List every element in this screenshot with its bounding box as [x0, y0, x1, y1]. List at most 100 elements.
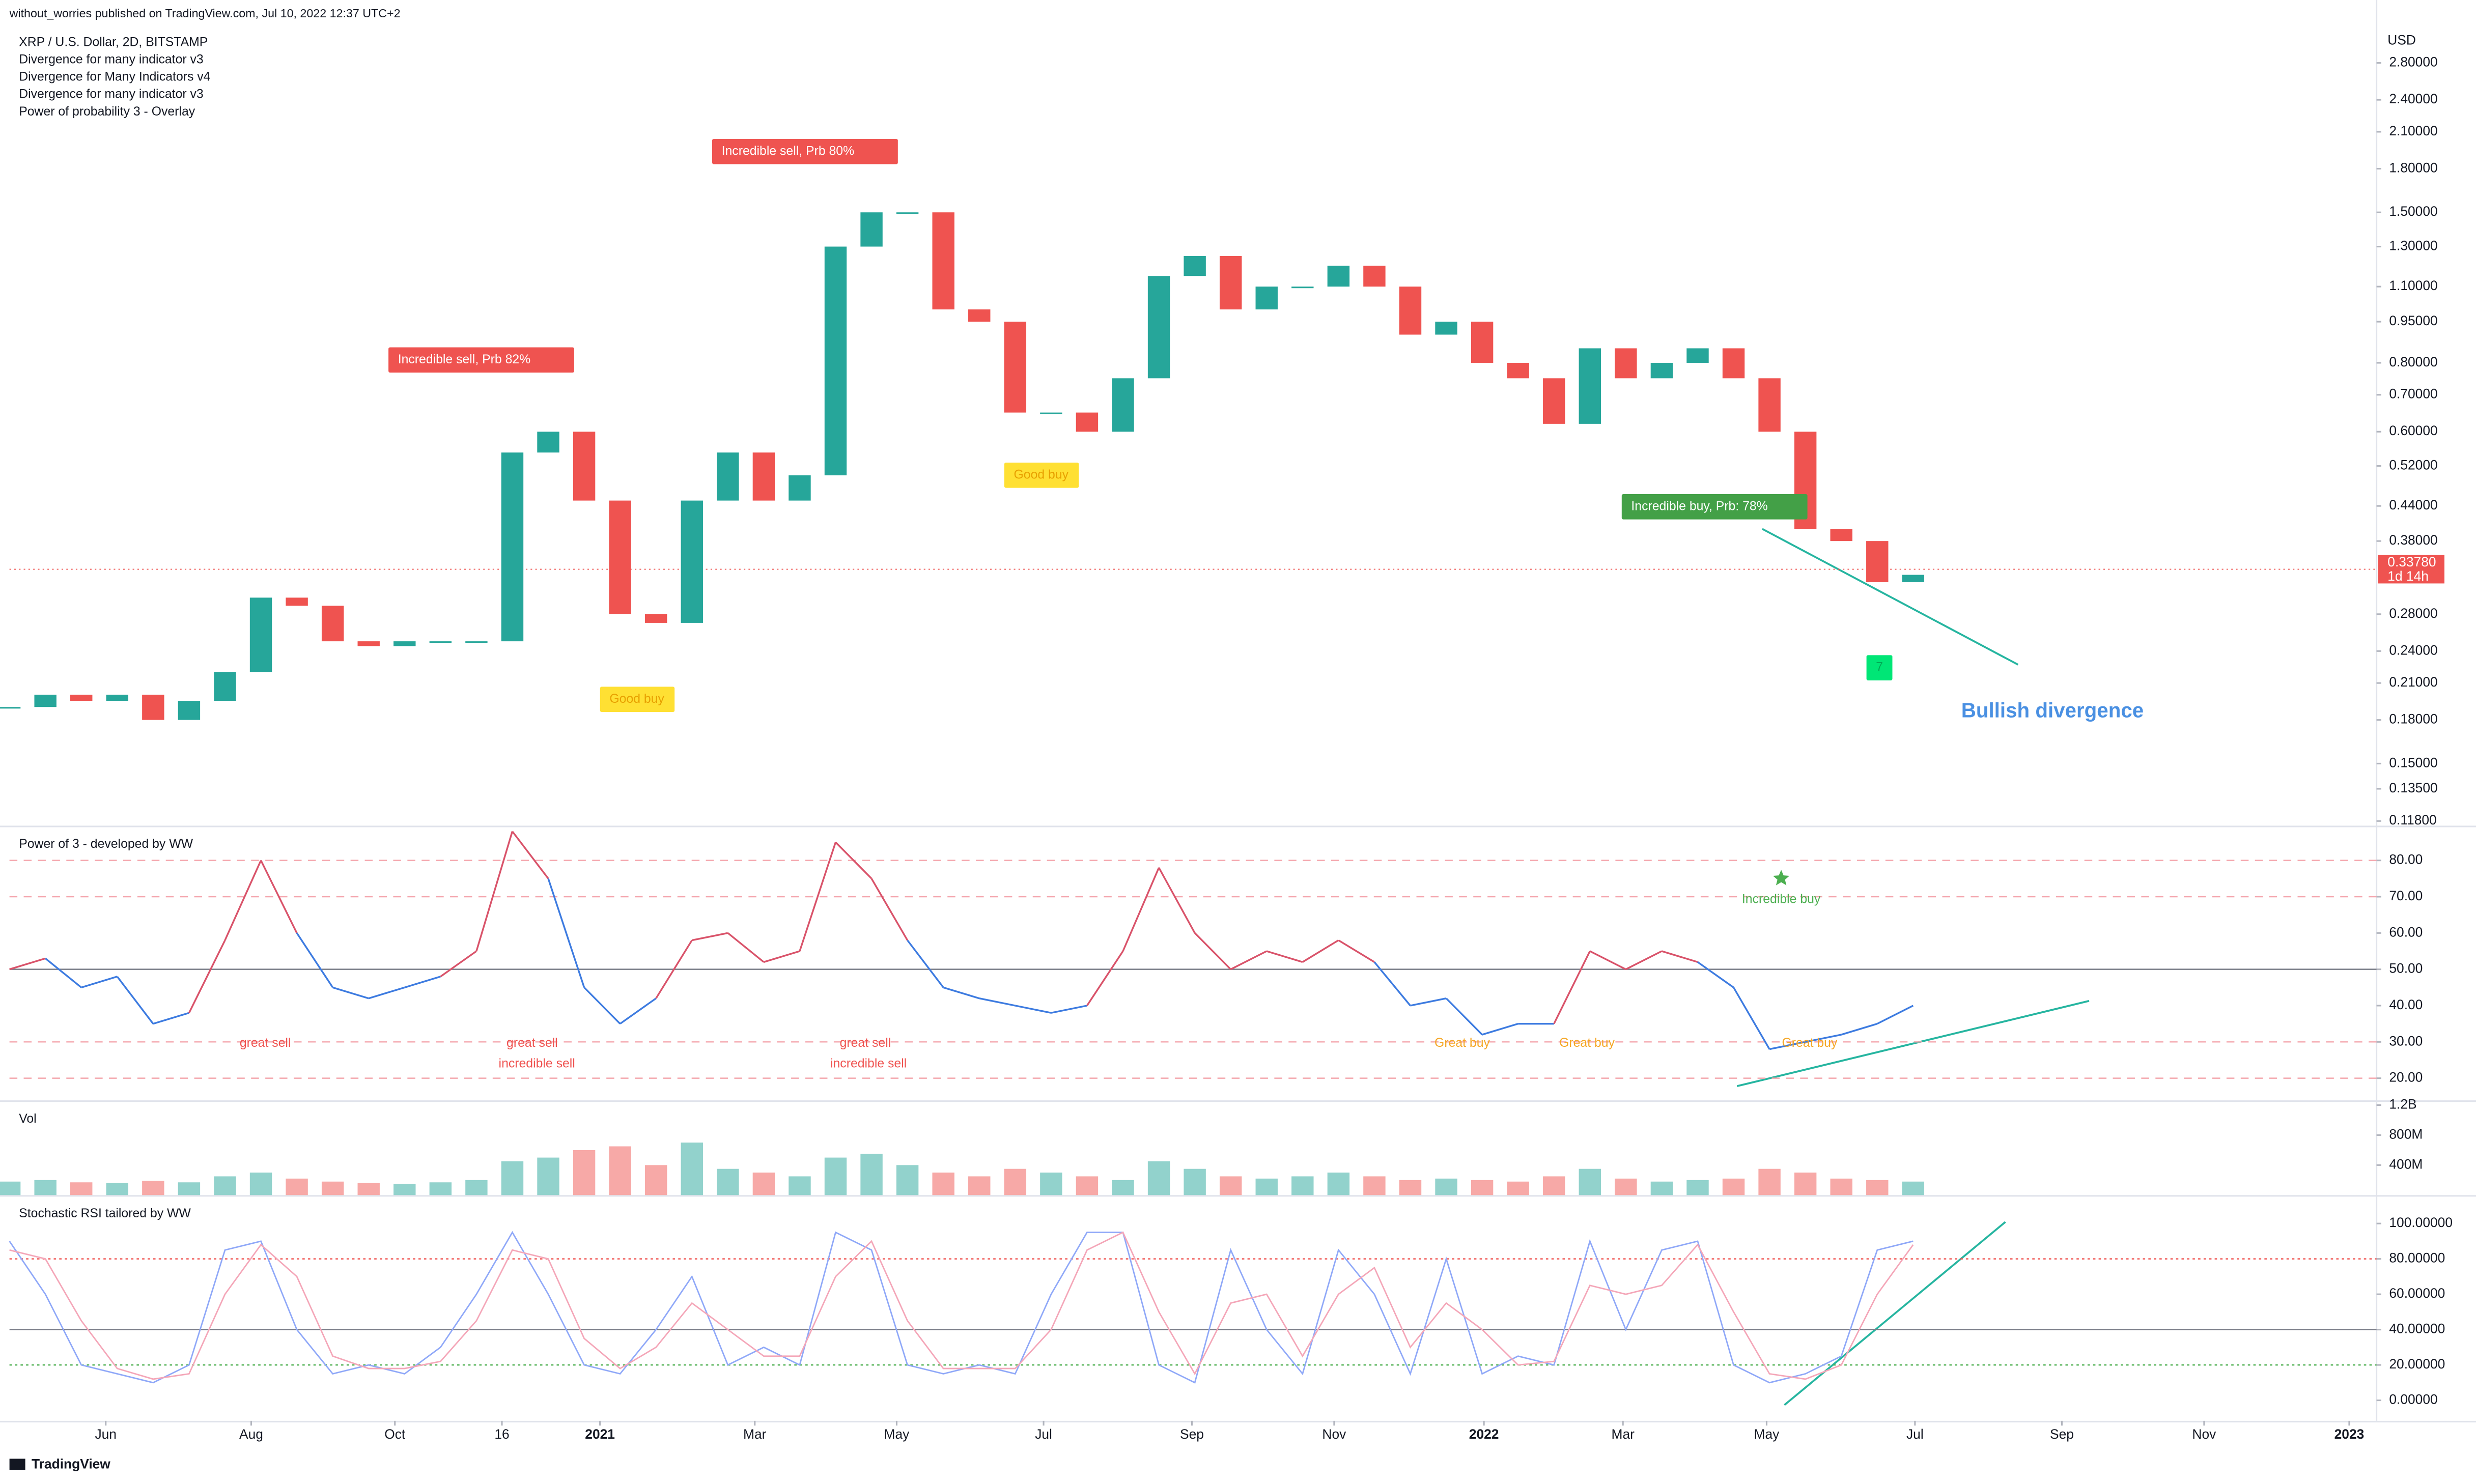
volume-bar	[860, 1154, 883, 1195]
volume-bar	[0, 1181, 21, 1195]
series-line	[9, 1231, 1914, 1380]
y-tick-label: 0.13500	[2389, 780, 2437, 795]
candle	[286, 597, 308, 606]
line-segment	[440, 950, 477, 978]
y-tick-label: 0.44000	[2389, 497, 2437, 512]
candle	[1147, 276, 1170, 379]
line-segment	[1661, 950, 1698, 963]
x-tick-label: Oct	[384, 1426, 406, 1442]
candle	[1363, 266, 1386, 287]
x-tick-label: May	[1754, 1426, 1780, 1442]
x-tick-label: Nov	[2192, 1426, 2216, 1442]
line-segment	[404, 976, 441, 988]
line-segment	[368, 986, 405, 1000]
logo	[9, 1459, 25, 1470]
volume-bar	[1543, 1176, 1565, 1195]
volume-bar	[896, 1165, 919, 1195]
y-tick-label: 0.00000	[2389, 1392, 2437, 1407]
volume-bar	[573, 1150, 596, 1195]
y-tick-label: 80.00	[2389, 852, 2423, 867]
volume-bar	[1291, 1176, 1314, 1195]
y-tick-label: 1.30000	[2389, 238, 2437, 253]
volume-bar	[1579, 1168, 1601, 1195]
volume-bar	[1327, 1173, 1350, 1195]
candle	[1615, 348, 1637, 379]
volume-bar	[1399, 1180, 1422, 1195]
trendlines	[1736, 528, 2090, 1406]
y-tick-label: 0.11800	[2389, 812, 2436, 827]
candle	[1076, 412, 1099, 432]
volume-bar	[1471, 1180, 1494, 1195]
volume-bar	[1830, 1178, 1852, 1195]
candle	[681, 500, 703, 623]
y-tick-label: 1.2B	[2389, 1096, 2416, 1111]
line-segment	[260, 860, 298, 934]
volume-bar	[609, 1146, 631, 1195]
y-tick-label: 60.00	[2389, 924, 2423, 939]
volume-bar	[1040, 1173, 1062, 1195]
line-segment	[1122, 867, 1160, 952]
candle	[1255, 287, 1278, 309]
line-segment	[691, 932, 728, 941]
annotation-box	[600, 687, 675, 712]
volume-bar	[1866, 1180, 1889, 1195]
line-segment	[655, 939, 693, 999]
candle	[178, 700, 201, 720]
candle	[860, 212, 883, 247]
line-segment	[1697, 961, 1734, 988]
line-segment	[81, 976, 118, 988]
volume-bar	[286, 1178, 308, 1195]
pane-title: Power of 3 - developed by WW	[19, 837, 193, 851]
y-axis-label: USD	[2387, 33, 2416, 48]
line-segment	[1482, 1023, 1518, 1036]
line-segment	[332, 986, 369, 1000]
y-tick-label: 1.80000	[2389, 160, 2437, 175]
candle	[1399, 287, 1422, 335]
x-tick-label: 16	[494, 1426, 509, 1442]
annotation: Great buy	[1434, 1036, 1490, 1050]
candle	[1291, 287, 1314, 289]
candle	[214, 672, 236, 701]
volume-bar	[1004, 1168, 1027, 1195]
countdown-label: 1d 14h	[2387, 568, 2429, 584]
last-price-label: 0.33780	[2387, 554, 2436, 569]
series-line	[9, 1231, 1914, 1384]
volume-bar	[501, 1161, 524, 1195]
publisher: without_worries published on TradingView…	[9, 7, 401, 20]
line-segment	[583, 987, 621, 1024]
y-tick-label: 0.70000	[2389, 386, 2437, 402]
annotation: Good buy	[609, 692, 664, 706]
candle	[1830, 529, 1852, 541]
volume-bar	[465, 1180, 488, 1195]
line-segment	[1266, 950, 1303, 963]
volume-bar	[321, 1181, 344, 1195]
indicator-name: Power of probability 3 - Overlay	[19, 105, 195, 119]
volume-bar	[142, 1181, 164, 1195]
candle	[393, 641, 416, 646]
candle	[1902, 575, 1925, 582]
y-tick-label: 1.10000	[2389, 278, 2437, 293]
line-segment	[1841, 1023, 1878, 1036]
x-tick-label: 2022	[1469, 1426, 1499, 1442]
line-segment	[1805, 1034, 1842, 1043]
y-tick-label: 0.28000	[2389, 606, 2437, 621]
volume-bar	[1507, 1181, 1529, 1195]
y-tick-label: 2.10000	[2389, 123, 2437, 138]
line-segment	[1158, 867, 1196, 934]
line-segment	[224, 860, 262, 941]
line-segment	[1625, 950, 1663, 971]
candle	[429, 641, 452, 643]
candle	[106, 695, 129, 701]
annotation: 7	[1876, 661, 1883, 674]
line-segment	[727, 932, 765, 963]
x-tick-label: Sep	[1180, 1426, 1204, 1442]
candle	[249, 597, 272, 672]
line-segment	[979, 997, 1016, 1007]
volume-bar	[1363, 1176, 1386, 1195]
line-segment	[512, 831, 549, 879]
line-segment	[475, 831, 514, 952]
candle	[609, 500, 631, 614]
y-tick-label: 20.00	[2389, 1070, 2423, 1085]
volume-bar	[1615, 1178, 1637, 1195]
volume-bar	[1686, 1180, 1709, 1195]
